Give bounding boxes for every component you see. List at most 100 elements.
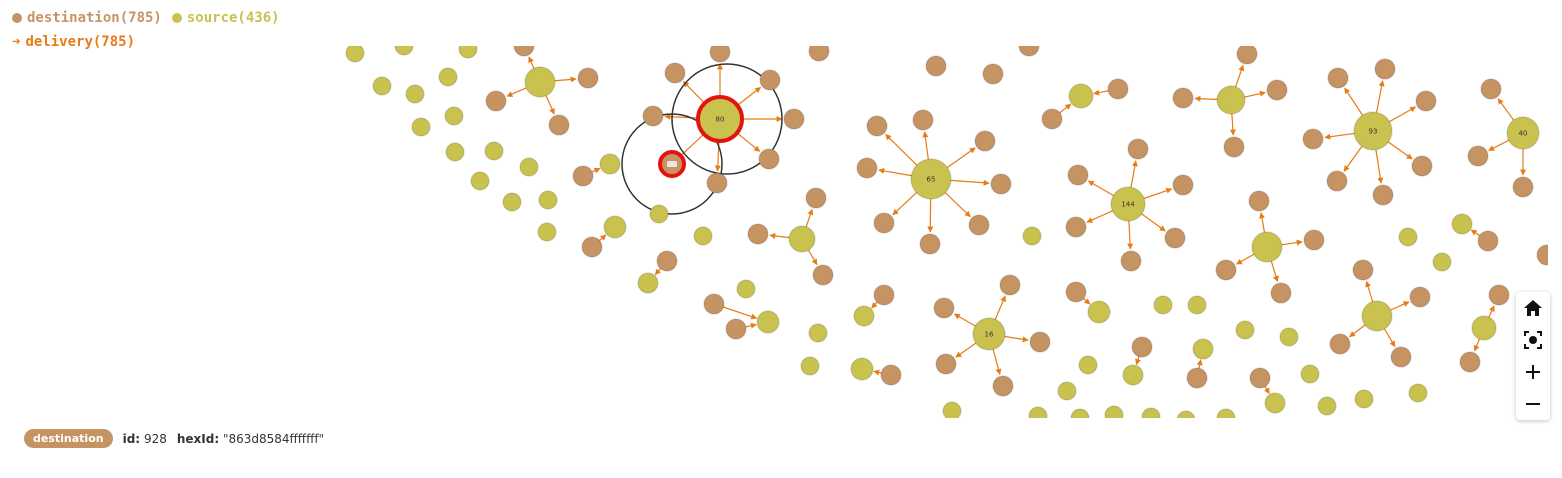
source-hub-node[interactable] [972, 317, 1006, 351]
destination-node[interactable] [783, 108, 805, 130]
source-node[interactable] [444, 106, 464, 126]
destination-node[interactable] [1536, 244, 1548, 266]
source-hub-node[interactable] [1216, 85, 1246, 115]
destination-node[interactable] [656, 250, 678, 272]
source-node[interactable] [1317, 396, 1337, 416]
destination-node[interactable] [1120, 250, 1142, 272]
legend-source[interactable]: source(436) [171, 6, 280, 30]
source-hub-node[interactable] [1110, 186, 1146, 222]
source-node[interactable] [800, 356, 820, 376]
source-node[interactable] [942, 401, 962, 418]
source-node[interactable] [1216, 408, 1236, 418]
source-node[interactable] [1078, 355, 1098, 375]
destination-node[interactable] [1127, 138, 1149, 160]
destination-node[interactable] [577, 67, 599, 89]
legend-delivery[interactable]: ➜ delivery(785) [12, 30, 135, 54]
source-hub-node[interactable] [1471, 315, 1497, 341]
source-hub-node[interactable] [1506, 116, 1540, 150]
destination-node[interactable] [1215, 259, 1237, 281]
source-node[interactable] [484, 141, 504, 161]
destination-node[interactable] [1065, 216, 1087, 238]
source-node[interactable] [1235, 320, 1255, 340]
source-node[interactable] [1408, 383, 1428, 403]
source-node[interactable] [1022, 226, 1042, 246]
destination-node[interactable] [1041, 108, 1063, 130]
destination-node[interactable] [856, 157, 878, 179]
destination-node[interactable] [1352, 259, 1374, 281]
destination-node[interactable] [1477, 230, 1499, 252]
destination-node[interactable] [1459, 351, 1481, 373]
destination-node[interactable] [758, 148, 780, 170]
source-node[interactable] [537, 222, 557, 242]
source-node[interactable] [1279, 327, 1299, 347]
destination-node[interactable] [974, 130, 996, 152]
source-hub-node[interactable] [1361, 300, 1393, 332]
destination-node[interactable] [572, 165, 594, 187]
source-node[interactable] [1354, 389, 1374, 409]
source-hub-node[interactable] [524, 66, 556, 98]
destination-node[interactable] [1372, 184, 1394, 206]
destination-node[interactable] [548, 114, 570, 136]
zoom-out-button[interactable] [1516, 388, 1550, 420]
source-node[interactable] [693, 226, 713, 246]
destination-node[interactable] [759, 69, 781, 91]
destination-node[interactable] [999, 274, 1021, 296]
source-node[interactable] [1432, 252, 1452, 272]
source-node[interactable] [458, 46, 478, 59]
source-node[interactable] [411, 117, 431, 137]
destination-node[interactable] [703, 293, 725, 315]
source-hub-node[interactable] [853, 305, 875, 327]
destination-node[interactable] [925, 55, 947, 77]
destination-node[interactable] [581, 236, 603, 258]
source-hub-node[interactable] [910, 158, 952, 200]
source-node[interactable] [1398, 227, 1418, 247]
destination-node[interactable] [709, 46, 731, 63]
source-node[interactable] [808, 323, 828, 343]
destination-node[interactable] [1302, 128, 1324, 150]
source-hub-node[interactable] [1353, 111, 1393, 151]
destination-node[interactable] [642, 105, 664, 127]
source-node[interactable] [345, 46, 365, 63]
destination-node[interactable] [1266, 79, 1288, 101]
source-node[interactable] [736, 279, 756, 299]
destination-node[interactable] [1065, 281, 1087, 303]
source-node[interactable] [1176, 410, 1196, 418]
destination-node[interactable] [1236, 46, 1258, 65]
source-hub-node[interactable] [1122, 364, 1144, 386]
destination-node[interactable] [808, 46, 830, 62]
destination-node[interactable] [1248, 190, 1270, 212]
destination-node[interactable] [1374, 58, 1396, 80]
destination-node[interactable] [664, 62, 686, 84]
zoom-in-button[interactable] [1516, 356, 1550, 388]
destination-node[interactable] [805, 187, 827, 209]
destination-node[interactable] [919, 233, 941, 255]
destination-node[interactable] [725, 318, 747, 340]
destination-node[interactable] [873, 212, 895, 234]
destination-node[interactable] [873, 284, 895, 306]
destination-node[interactable] [880, 364, 902, 386]
source-hub-node[interactable] [599, 153, 621, 175]
destination-node[interactable] [1172, 87, 1194, 109]
destination-node[interactable] [1029, 331, 1051, 353]
fit-screen-button[interactable] [1516, 324, 1550, 356]
selected-source-node[interactable] [696, 95, 744, 143]
source-node[interactable] [1070, 408, 1090, 418]
destination-node[interactable] [1107, 78, 1129, 100]
source-hub-node[interactable] [1251, 231, 1283, 263]
destination-node[interactable] [1467, 145, 1489, 167]
source-node[interactable] [519, 157, 539, 177]
home-button[interactable] [1516, 292, 1550, 324]
source-node[interactable] [649, 204, 669, 224]
source-node[interactable] [1187, 295, 1207, 315]
source-node[interactable] [1141, 407, 1161, 418]
destination-node[interactable] [912, 109, 934, 131]
source-hub-node[interactable] [1451, 213, 1473, 235]
legend-destination[interactable]: destination(785) [12, 6, 162, 30]
destination-node[interactable] [812, 264, 834, 286]
destination-node[interactable] [1249, 367, 1271, 389]
destination-node[interactable] [1409, 286, 1431, 308]
source-hub-node[interactable] [788, 225, 816, 253]
destination-node[interactable] [1223, 136, 1245, 158]
source-node[interactable] [1057, 381, 1077, 401]
destination-node[interactable] [992, 375, 1014, 397]
